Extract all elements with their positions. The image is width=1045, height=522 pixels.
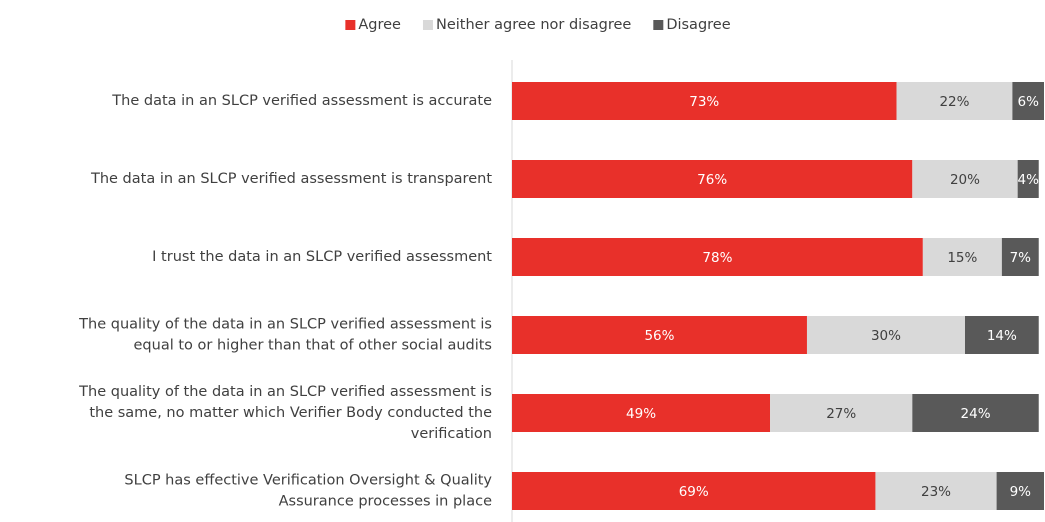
legend-swatch — [422, 20, 433, 30]
category-label: The data in an SLCP verified assessment … — [90, 171, 492, 187]
value-label: 27% — [826, 406, 856, 422]
legend-item: Agree — [345, 17, 401, 33]
bar-segment — [512, 82, 897, 120]
value-label: 56% — [644, 328, 674, 344]
value-label: 30% — [871, 328, 901, 344]
value-label: 6% — [1017, 94, 1039, 110]
value-label: 20% — [950, 172, 980, 188]
bar-segment — [922, 238, 1002, 276]
legend-item: Neither agree nor disagree — [422, 17, 631, 33]
category-label: verification — [411, 426, 492, 442]
bar-segment — [512, 472, 876, 510]
bar-segment — [512, 394, 771, 432]
bar-segment — [912, 160, 1018, 198]
value-label: 76% — [697, 172, 727, 188]
value-label: 69% — [679, 484, 709, 500]
bar-segment — [512, 316, 807, 354]
category-label: equal to or higher than that of other so… — [134, 338, 493, 354]
legend-item: Disagree — [653, 17, 731, 33]
bar-segment — [996, 472, 1044, 510]
bar-segment — [1001, 238, 1039, 276]
value-label: 49% — [626, 406, 656, 422]
category-label: the same, no matter which Verifier Body … — [89, 405, 492, 421]
legend-label: Neither agree nor disagree — [436, 17, 631, 33]
category-label: Assurance processes in place — [279, 494, 492, 510]
bar-segment — [512, 160, 913, 198]
category-label: I trust the data in an SLCP verified ass… — [152, 249, 492, 265]
category-label: The quality of the data in an SLCP verif… — [78, 317, 492, 333]
legend-swatch — [653, 20, 664, 30]
value-label: 15% — [947, 250, 977, 266]
category-label: SLCP has effective Verification Oversigh… — [124, 473, 492, 489]
bar-segment — [1012, 82, 1044, 120]
bar-segment — [875, 472, 997, 510]
legend-label: Disagree — [666, 17, 730, 33]
value-label: 22% — [939, 94, 969, 110]
bar-segment — [912, 394, 1039, 432]
value-label: 24% — [961, 406, 991, 422]
value-label: 9% — [1010, 484, 1032, 500]
value-label: 7% — [1010, 250, 1032, 266]
value-label: 4% — [1017, 172, 1039, 188]
bar-segment — [770, 394, 913, 432]
bar-segment — [896, 82, 1013, 120]
value-label: 73% — [689, 94, 719, 110]
bar-segment — [806, 316, 965, 354]
legend-swatch — [345, 20, 356, 30]
bar-segment — [512, 238, 923, 276]
category-label: The quality of the data in an SLCP verif… — [78, 384, 492, 400]
value-label: 78% — [702, 250, 732, 266]
legend-label: Agree — [358, 17, 401, 33]
value-label: 14% — [987, 328, 1017, 344]
bar-segment — [964, 316, 1039, 354]
bar-segment — [1017, 160, 1039, 198]
value-label: 23% — [921, 484, 951, 500]
category-label: The data in an SLCP verified assessment … — [111, 93, 492, 109]
